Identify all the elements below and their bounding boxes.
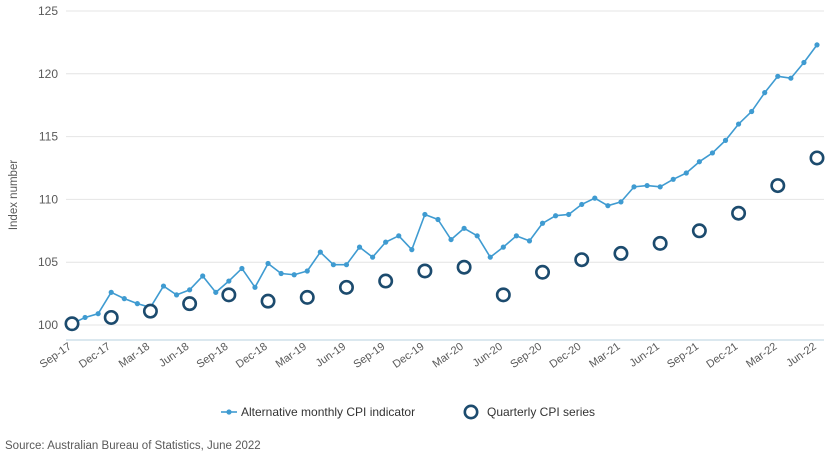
svg-text:115: 115: [39, 130, 58, 144]
svg-text:Source: Australian Bureau of S: Source: Australian Bureau of Statistics,…: [5, 440, 261, 452]
svg-text:Quarterly CPI series: Quarterly CPI series: [487, 405, 595, 419]
svg-text:100: 100: [38, 318, 58, 332]
svg-text:110: 110: [39, 192, 58, 206]
svg-text:125: 125: [38, 4, 58, 18]
svg-text:Alternative monthly CPI indica: Alternative monthly CPI indicator: [241, 405, 415, 419]
svg-text:120: 120: [38, 67, 58, 81]
svg-text:105: 105: [38, 255, 58, 269]
svg-text:Index number: Index number: [8, 160, 20, 230]
